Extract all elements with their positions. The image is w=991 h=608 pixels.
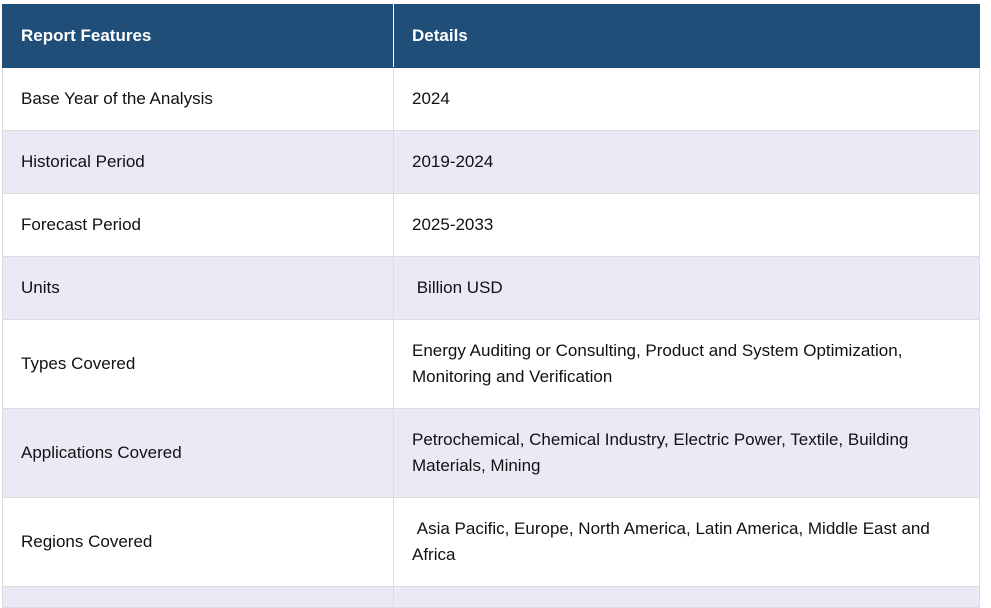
header-report-features: Report Features bbox=[2, 4, 394, 68]
report-features-table: Report Features Details Base Year of the… bbox=[2, 4, 980, 608]
table-row: Types Covered Energy Auditing or Consult… bbox=[2, 319, 980, 409]
row-feature-forecast-period: Forecast Period bbox=[2, 193, 394, 257]
row-feature-historical-period: Historical Period bbox=[2, 130, 394, 194]
row-feature-base-year: Base Year of the Analysis bbox=[2, 67, 394, 131]
row-feature-units: Units bbox=[2, 256, 394, 320]
row-details-applications-covered: Petrochemical, Chemical Industry, Electr… bbox=[393, 408, 980, 498]
row-feature-types-covered: Types Covered bbox=[2, 319, 394, 409]
row-details-partial bbox=[393, 586, 980, 608]
row-details-regions-covered: Asia Pacific, Europe, North America, Lat… bbox=[393, 497, 980, 587]
table-row: Applications Covered Petrochemical, Chem… bbox=[2, 408, 980, 498]
table-row: Units Billion USD bbox=[2, 256, 980, 320]
table-row-partial bbox=[2, 586, 980, 608]
row-feature-partial bbox=[2, 586, 394, 608]
row-details-base-year: 2024 bbox=[393, 67, 980, 131]
table-row: Base Year of the Analysis 2024 bbox=[2, 67, 980, 131]
table-row: Historical Period 2019-2024 bbox=[2, 130, 980, 194]
row-feature-applications-covered: Applications Covered bbox=[2, 408, 394, 498]
row-feature-regions-covered: Regions Covered bbox=[2, 497, 394, 587]
row-details-units: Billion USD bbox=[393, 256, 980, 320]
table-row: Regions Covered Asia Pacific, Europe, No… bbox=[2, 497, 980, 587]
row-details-historical-period: 2019-2024 bbox=[393, 130, 980, 194]
row-details-forecast-period: 2025-2033 bbox=[393, 193, 980, 257]
header-row: Report Features Details bbox=[2, 4, 980, 68]
report-table-container: Report Features Details Base Year of the… bbox=[2, 4, 980, 608]
table-header: Report Features Details bbox=[2, 4, 980, 68]
table-body: Base Year of the Analysis 2024 Historica… bbox=[2, 67, 980, 608]
table-row: Forecast Period 2025-2033 bbox=[2, 193, 980, 257]
header-details: Details bbox=[393, 4, 980, 68]
row-details-types-covered: Energy Auditing or Consulting, Product a… bbox=[393, 319, 980, 409]
